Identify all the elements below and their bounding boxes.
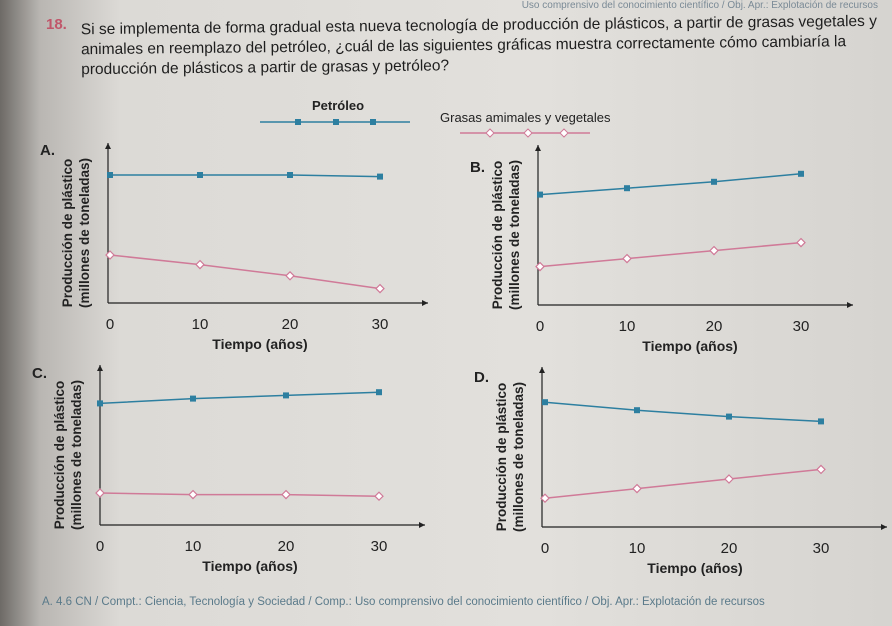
option-label: C. [32,365,47,382]
axis-arrows [97,365,425,528]
series-petroleo-line [539,173,802,196]
data-point-grasas [535,261,545,272]
x-tick-label: 30 [371,538,388,555]
series-petroleo-line [544,401,822,423]
y-axis-label-units: (millones de toneladas) [511,382,526,532]
data-point-grasas [816,464,826,475]
question-number: 18. [46,16,67,33]
data-point-grasas [285,270,295,281]
data-point-petroleo [376,389,382,396]
y-axis-label: Producción de plástico [494,383,509,532]
series-petroleo-line [99,391,380,405]
data-point-petroleo [798,170,804,177]
series-grasas-line [99,492,380,497]
y-axis-label-units: (millones de toneladas) [77,158,92,308]
series-grasas-line [539,241,802,268]
data-point-grasas [188,489,198,500]
data-point-grasas [622,253,632,264]
data-point-grasas [724,474,734,484]
data-point-petroleo [377,173,383,180]
data-point-grasas [95,488,105,498]
x-tick-label: 0 [536,318,544,335]
data-point-petroleo [107,172,113,178]
x-tick-label: 30 [813,540,830,557]
option-label: A. [40,142,55,159]
axis-arrows [105,143,428,306]
series-grasas-line [109,254,381,290]
x-tick-label: 10 [629,540,646,557]
x-tick-label: 0 [106,316,114,333]
option-label: B. [470,159,485,176]
x-tick-label: 20 [282,316,299,333]
data-point-petroleo [190,395,196,402]
data-point-petroleo [97,400,103,407]
legend-petroleo-label: Petróleo [312,98,365,113]
x-axis-label: Tiempo (años) [212,336,307,352]
legend-grasas-label: Grasas amimales y vegetales [440,110,611,125]
y-axis-label: Producción de plástico [60,159,75,308]
series-petroleo-line [110,174,381,178]
data-point-petroleo [818,418,824,425]
data-point-grasas [195,259,205,270]
data-point-grasas [709,245,719,256]
data-point-grasas [540,493,550,504]
data-point-petroleo [287,172,293,178]
data-point-grasas [374,491,384,502]
data-point-petroleo [537,191,543,198]
x-tick-label: 20 [706,318,723,335]
data-point-petroleo [711,178,717,185]
x-tick-label: 0 [541,540,549,557]
data-point-grasas [632,483,642,494]
x-tick-label: 20 [721,540,738,557]
x-tick-label: 10 [619,318,636,335]
x-tick-label: 30 [372,316,389,333]
y-axis-label-units: (millones de toneladas) [69,380,84,530]
data-point-petroleo [726,413,732,420]
data-point-grasas [375,283,385,294]
data-point-petroleo [283,392,289,399]
x-axis-label: Tiempo (años) [642,338,737,354]
x-axis-label: Tiempo (años) [647,560,742,576]
axis-arrows [539,367,887,530]
y-axis-label: Producción de plástico [52,381,67,530]
axis-arrows [535,145,853,308]
data-point-petroleo [542,399,548,406]
data-point-grasas [105,250,115,260]
x-tick-label: 20 [278,538,295,555]
data-point-petroleo [624,185,630,192]
footer-text: A. 4.6 CN / Compt.: Ciencia, Tecnología … [42,596,765,608]
data-point-petroleo [197,172,203,178]
page-header: Uso comprensivo del conocimiento científ… [521,0,878,11]
legend-grasas-line [460,128,590,138]
series-grasas-line [544,468,822,499]
y-axis-label-units: (millones de toneladas) [507,160,522,310]
data-point-petroleo [634,407,640,414]
option-label: D. [474,369,489,386]
data-point-grasas [281,489,291,500]
x-axis-label: Tiempo (años) [202,558,297,574]
x-tick-label: 0 [96,538,104,555]
x-tick-label: 10 [185,538,202,555]
y-axis-label: Producción de plástico [490,161,505,310]
legend-petroleo-line [260,119,410,125]
x-tick-label: 10 [192,316,209,333]
x-tick-label: 30 [793,318,810,335]
data-point-grasas [796,237,806,248]
